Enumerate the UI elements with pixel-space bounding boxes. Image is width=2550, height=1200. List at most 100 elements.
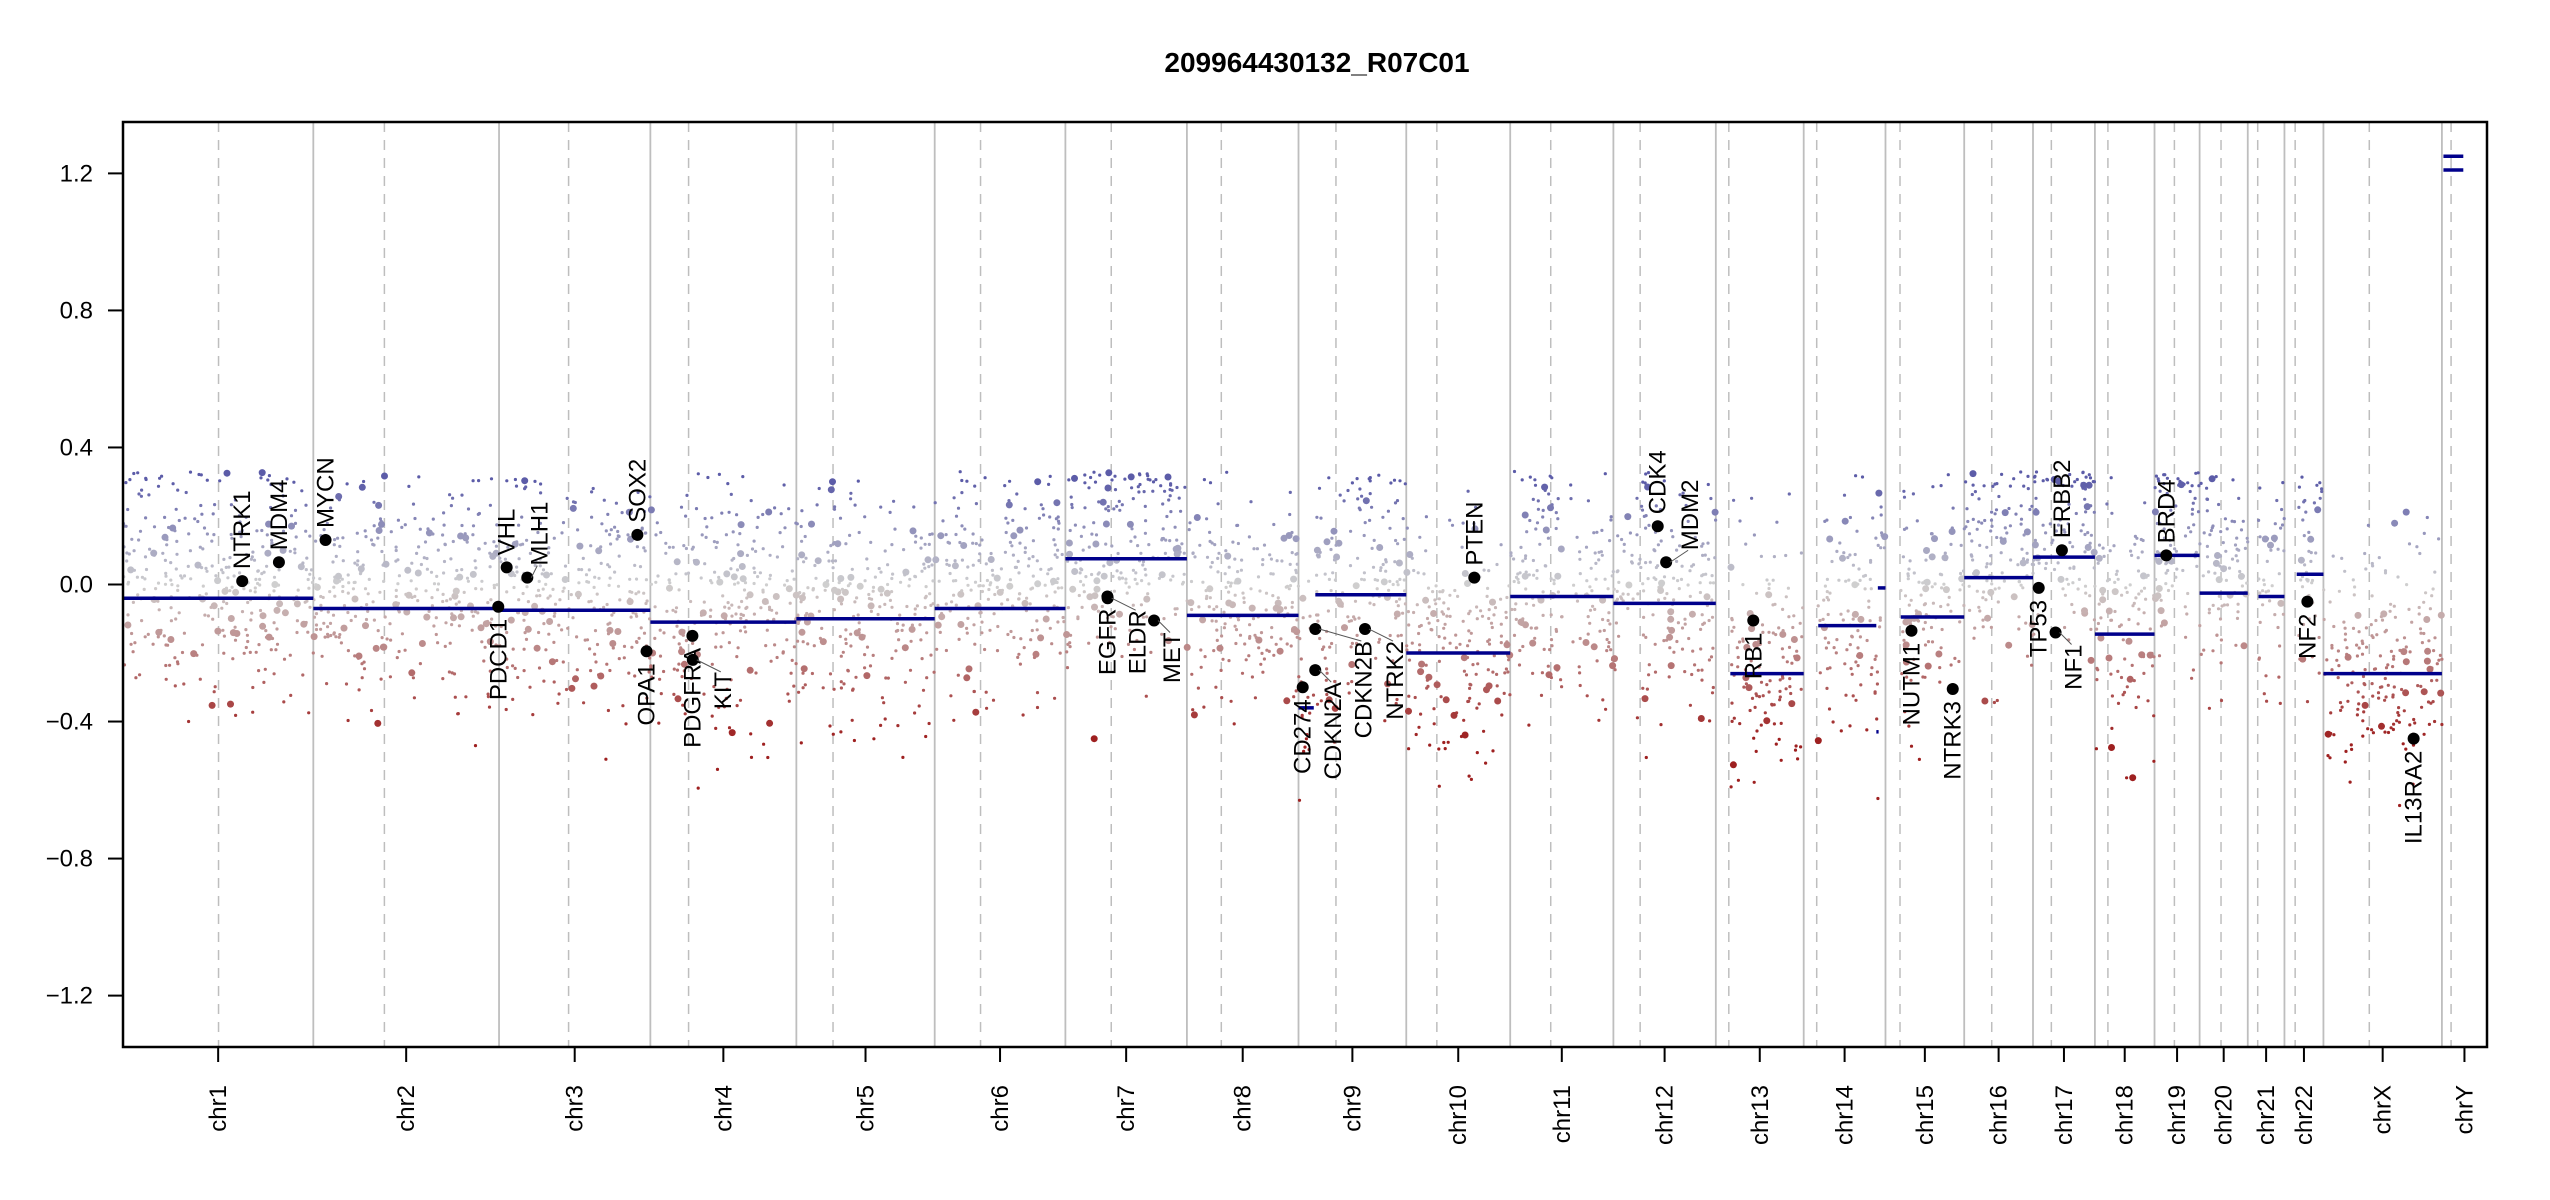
probe-point xyxy=(1851,694,1855,698)
probe-point xyxy=(1330,536,1334,540)
probe-point xyxy=(251,685,255,690)
probe-point xyxy=(1371,565,1376,569)
probe-point xyxy=(832,507,837,511)
probe-point xyxy=(648,495,652,499)
probe-point xyxy=(2084,591,2088,595)
probe-point xyxy=(785,638,789,642)
probe-point xyxy=(2194,471,2198,475)
probe-point xyxy=(897,638,901,642)
probe-point xyxy=(1017,597,1021,601)
probe-point xyxy=(240,528,244,533)
probe-point xyxy=(1297,675,1301,679)
probe-point xyxy=(1135,582,1139,586)
probe-point xyxy=(1790,661,1794,665)
probe-point xyxy=(734,612,738,616)
probe-point xyxy=(1004,530,1008,535)
probe-point xyxy=(1503,641,1511,649)
probe-point xyxy=(2190,676,2194,680)
probe-point xyxy=(602,605,606,609)
probe-point xyxy=(1346,682,1350,686)
probe-point xyxy=(2068,566,2072,570)
gene-point xyxy=(1101,592,1114,605)
probe-point xyxy=(980,538,984,542)
probe-point xyxy=(2426,700,2431,704)
probe-point xyxy=(638,565,643,569)
probe-point xyxy=(2303,498,2307,503)
probe-point xyxy=(1425,616,1430,621)
probe-point xyxy=(1795,649,1799,653)
probe-point xyxy=(537,630,541,635)
probe-point xyxy=(1362,533,1366,538)
probe-point xyxy=(417,475,421,479)
probe-point xyxy=(1778,678,1782,682)
probe-point xyxy=(1823,584,1827,588)
probe-point xyxy=(396,601,400,606)
probe-point xyxy=(893,527,897,531)
probe-point xyxy=(1210,619,1214,623)
probe-point xyxy=(1342,499,1346,503)
probe-point xyxy=(1389,481,1393,485)
probe-point xyxy=(960,491,964,495)
probe-point xyxy=(1214,619,1218,623)
probe-point xyxy=(457,600,461,604)
probe-point xyxy=(164,571,168,576)
probe-point xyxy=(1967,584,1971,588)
probe-point xyxy=(1357,616,1361,620)
probe-point xyxy=(1586,499,1590,503)
probe-point xyxy=(1272,522,1276,527)
probe-point xyxy=(2339,708,2343,713)
probe-point xyxy=(1647,673,1651,677)
probe-point xyxy=(1602,628,1606,633)
probe-point xyxy=(2209,528,2213,533)
probe-point xyxy=(1903,594,1908,598)
probe-point xyxy=(1388,579,1392,584)
probe-point xyxy=(331,613,336,617)
probe-point xyxy=(1474,559,1478,563)
probe-point xyxy=(1727,563,1735,571)
probe-point xyxy=(2378,722,2385,730)
probe-point xyxy=(749,499,753,503)
probe-point xyxy=(1879,505,1883,509)
gene-leader-line xyxy=(2059,632,2072,645)
probe-point xyxy=(1554,572,1562,580)
probe-point xyxy=(2017,627,2021,631)
probe-point xyxy=(2201,574,2205,578)
probe-point xyxy=(1402,537,1406,542)
probe-point xyxy=(262,570,266,574)
probe-point xyxy=(306,577,310,582)
probe-point xyxy=(2037,561,2041,565)
probe-point xyxy=(2420,705,2424,709)
probe-point xyxy=(1517,663,1522,667)
probe-point xyxy=(264,549,272,557)
probe-point xyxy=(494,624,498,628)
probe-point xyxy=(174,617,178,621)
probe-point xyxy=(1258,639,1262,643)
probe-point xyxy=(552,536,556,540)
probe-point xyxy=(1578,557,1582,561)
probe-point xyxy=(1825,667,1830,671)
probe-point xyxy=(2305,700,2310,704)
probe-point xyxy=(1990,510,1994,514)
probe-point xyxy=(1657,587,1665,594)
probe-point xyxy=(1236,523,1240,528)
probe-point xyxy=(157,608,161,612)
probe-point xyxy=(628,590,632,594)
probe-point xyxy=(279,546,287,554)
probe-point xyxy=(1378,568,1383,573)
probe-point xyxy=(1372,538,1376,543)
probe-point xyxy=(565,496,569,500)
probe-point xyxy=(293,551,297,555)
probe-point xyxy=(787,699,791,703)
probe-point xyxy=(468,602,472,606)
probe-point xyxy=(441,599,445,604)
probe-point xyxy=(1174,544,1182,552)
probe-point xyxy=(2162,482,2166,486)
probe-point xyxy=(919,638,923,642)
probe-point xyxy=(536,530,540,535)
probe-point xyxy=(2371,694,2375,698)
probe-point xyxy=(1799,687,1803,691)
probe-point xyxy=(2338,701,2343,705)
probe-point xyxy=(792,645,797,649)
probe-point xyxy=(1240,558,1244,562)
probe-point xyxy=(2155,521,2159,526)
